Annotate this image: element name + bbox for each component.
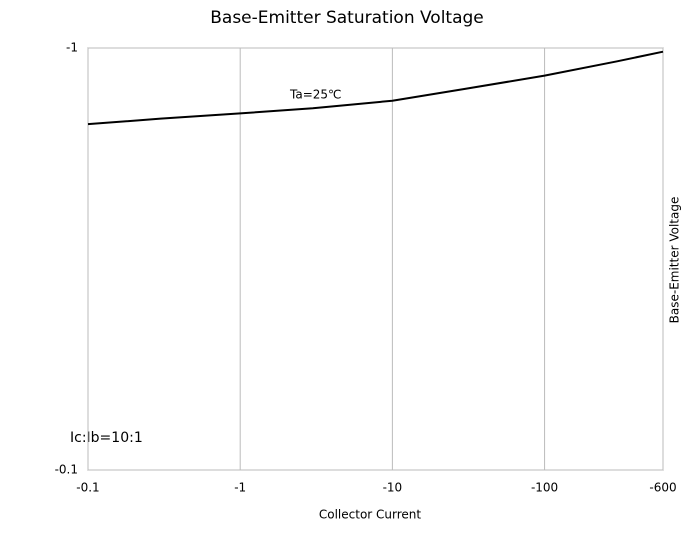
background <box>0 0 696 535</box>
x-tick-label: -10 <box>383 481 403 495</box>
x-tick-label: -1 <box>234 481 246 495</box>
chart: Base-Emitter Saturation Voltage Collecto… <box>0 0 696 535</box>
y-axis-label: Base-Emitter Voltage <box>668 197 682 324</box>
y-tick-label: -0.1 <box>55 463 78 477</box>
chart-title: Base-Emitter Saturation Voltage <box>210 8 484 28</box>
y-tick-label: -1 <box>66 41 78 55</box>
x-tick-label: -600 <box>649 481 676 495</box>
x-tick-label: -0.1 <box>76 481 99 495</box>
x-axis-label: Collector Current <box>319 508 422 522</box>
x-tick-label: -100 <box>531 481 558 495</box>
annotation: Ta=25℃ <box>289 88 342 102</box>
annotation: Ic:Ib=10:1 <box>70 430 143 446</box>
